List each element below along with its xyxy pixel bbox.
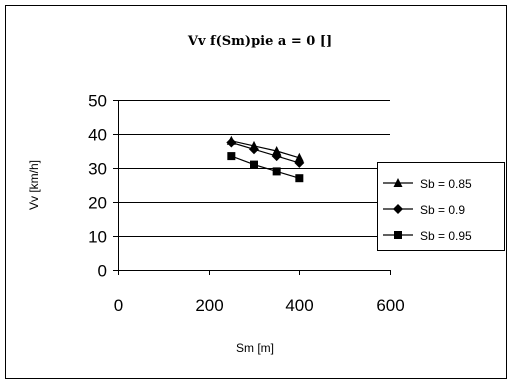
- data-point-s2-1: [226, 137, 237, 148]
- legend-item-1: Sb = 0.85: [383, 177, 472, 191]
- data-point-s1-3: [272, 146, 282, 155]
- legend-marker-1: [393, 178, 403, 187]
- series-line-3: [231, 155, 300, 179]
- legend-label-3: Sb = 0.95: [420, 229, 472, 243]
- series-lines: [226, 135, 305, 183]
- y-tick-label-40: 40: [88, 126, 107, 145]
- data-point-s3-4: [295, 174, 304, 183]
- y-tick-labels: 0 10 20 30 40 50: [88, 92, 107, 281]
- y-tick-label-10: 10: [88, 228, 107, 247]
- y-axis-label: Vv [km/h]: [27, 160, 41, 210]
- chart-title: Vv f(Sm)pie a = 0 []: [187, 34, 332, 49]
- legend-marker-3: [394, 231, 402, 239]
- data-point-s2-4: [294, 157, 305, 168]
- y-tick-label-30: 30: [88, 160, 107, 179]
- x-tick-labels: 0 200 400 600: [114, 296, 405, 315]
- series-line-2: [231, 141, 300, 164]
- data-point-s3-1: [227, 152, 236, 161]
- series-line-1: [231, 140, 300, 159]
- legend-item-2: Sb = 0.9: [383, 203, 465, 217]
- data-point-s3-2: [250, 160, 258, 169]
- x-axis-label: Sm [m]: [236, 341, 274, 355]
- legend: Sb = 0.85 Sb = 0.9 Sb = 0.95: [377, 162, 505, 251]
- legend-marker-2: [393, 204, 403, 214]
- y-tick-label-50: 50: [88, 92, 107, 111]
- series-2: [226, 137, 305, 168]
- series-3: [227, 152, 304, 183]
- data-point-s2-3: [271, 151, 282, 162]
- data-point-s1-4: [294, 152, 304, 162]
- y-tick-label-0: 0: [98, 262, 107, 281]
- legend-label-2: Sb = 0.9: [420, 203, 465, 217]
- legend-items: Sb = 0.85 Sb = 0.9 Sb = 0.95: [383, 177, 472, 243]
- legend-item-3: Sb = 0.95: [383, 229, 472, 243]
- x-tick-label-200: 200: [195, 296, 223, 315]
- y-tick-label-20: 20: [88, 194, 107, 213]
- axes: [113, 100, 391, 275]
- data-point-s2-2: [249, 144, 259, 155]
- data-point-s3-3: [272, 167, 281, 176]
- x-tick-label-0: 0: [114, 296, 123, 315]
- x-tick-label-600: 600: [376, 296, 404, 315]
- gridlines: [118, 100, 390, 237]
- x-tick-label-400: 400: [285, 296, 313, 315]
- legend-label-1: Sb = 0.85: [420, 177, 472, 191]
